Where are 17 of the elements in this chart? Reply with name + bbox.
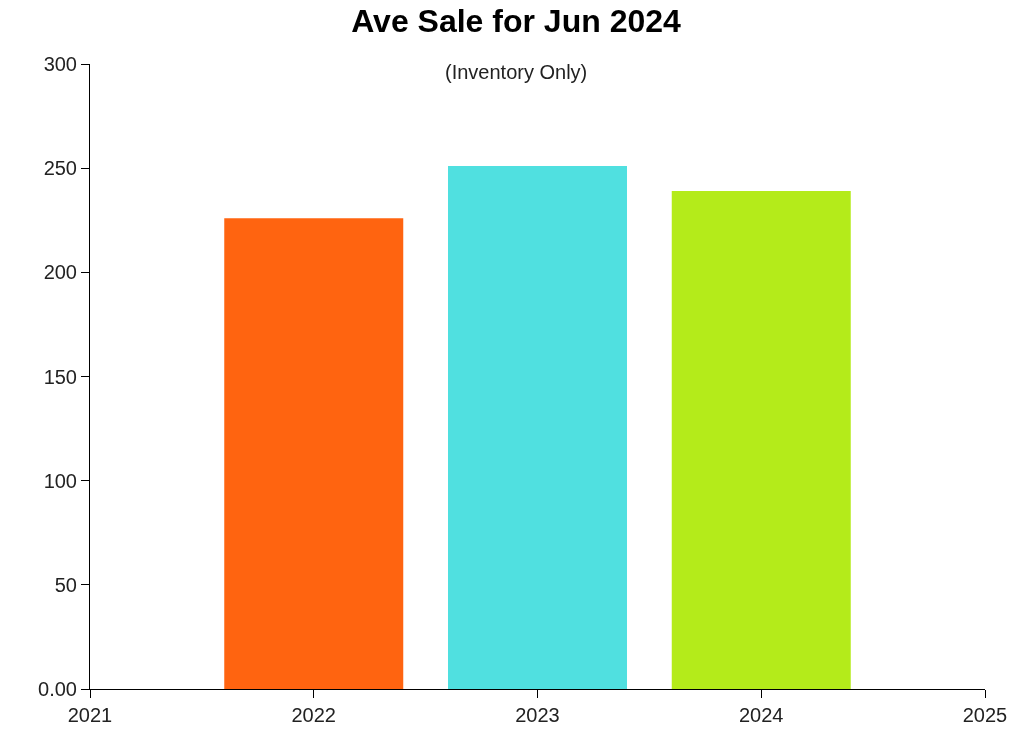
x-tick-label: 2024 bbox=[739, 704, 784, 726]
y-tick-label: 300 bbox=[43, 53, 77, 75]
y-tick-label: 250 bbox=[43, 157, 77, 180]
bar bbox=[671, 191, 851, 689]
x-tick-label: 2021 bbox=[67, 704, 113, 726]
y-tick-label: 200 bbox=[43, 261, 77, 284]
bar bbox=[224, 218, 404, 689]
x-tick-label: 2022 bbox=[291, 704, 336, 726]
chart-subtitle: (Inventory Only) bbox=[445, 61, 588, 83]
y-tick-label: 100 bbox=[43, 469, 77, 492]
y-tick-label: 50 bbox=[54, 573, 77, 596]
y-tick-label: 150 bbox=[43, 365, 77, 388]
x-tick-label: 2025 bbox=[962, 704, 1008, 726]
x-tick-label: 2023 bbox=[515, 704, 560, 726]
y-tick-label: 0.00 bbox=[38, 678, 77, 700]
bar bbox=[448, 166, 627, 689]
chart-title: Ave Sale for Jun 2024 bbox=[351, 3, 682, 40]
